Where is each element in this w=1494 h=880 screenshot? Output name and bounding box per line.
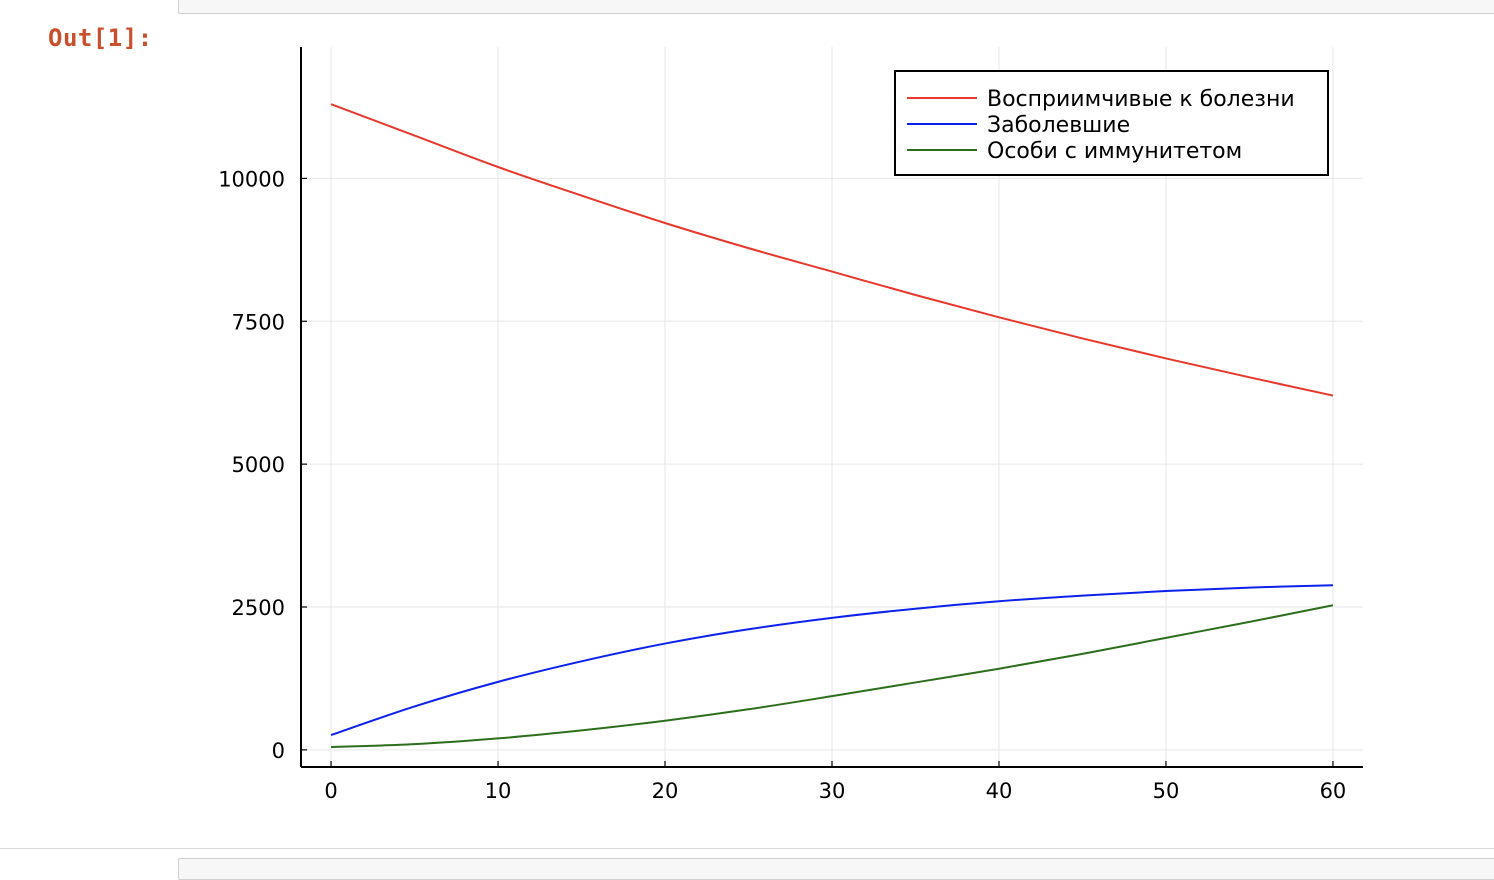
grid-lines — [301, 47, 1363, 767]
output-prompt: Out[1]: — [48, 24, 153, 52]
series-lines — [330, 103, 1334, 748]
legend-label-2: Заболевшие — [987, 113, 1130, 138]
cell-divider — [0, 848, 1494, 849]
axes — [300, 47, 1363, 768]
series-line-2 — [330, 584, 1333, 736]
x-tick-label: 50 — [1153, 779, 1180, 803]
next-cell-frame — [178, 858, 1494, 880]
x-tick-label: 10 — [485, 779, 512, 803]
legend-label-3: Особи с иммунитетом — [987, 139, 1242, 164]
x-tick-label: 20 — [652, 779, 679, 803]
series-line-1 — [330, 103, 1334, 397]
previous-cell-frame — [178, 0, 1494, 14]
legend-label-1: Восприимчивые к болезни — [987, 87, 1295, 112]
y-tick-label: 7500 — [232, 310, 285, 334]
tick-labels: 0 10 20 30 40 50 60 0 2500 5000 7500 10000 — [218, 167, 1346, 803]
x-tick-label: 0 — [324, 779, 337, 803]
x-tick-label: 30 — [819, 779, 846, 803]
x-tick-label: 60 — [1320, 779, 1347, 803]
y-tick-label: 5000 — [232, 453, 285, 477]
y-tick-label: 0 — [272, 739, 285, 763]
y-tick-label: 10000 — [218, 167, 285, 191]
y-tick-label: 2500 — [232, 596, 285, 620]
series-line-3 — [331, 604, 1334, 748]
x-tick-label: 40 — [986, 779, 1013, 803]
